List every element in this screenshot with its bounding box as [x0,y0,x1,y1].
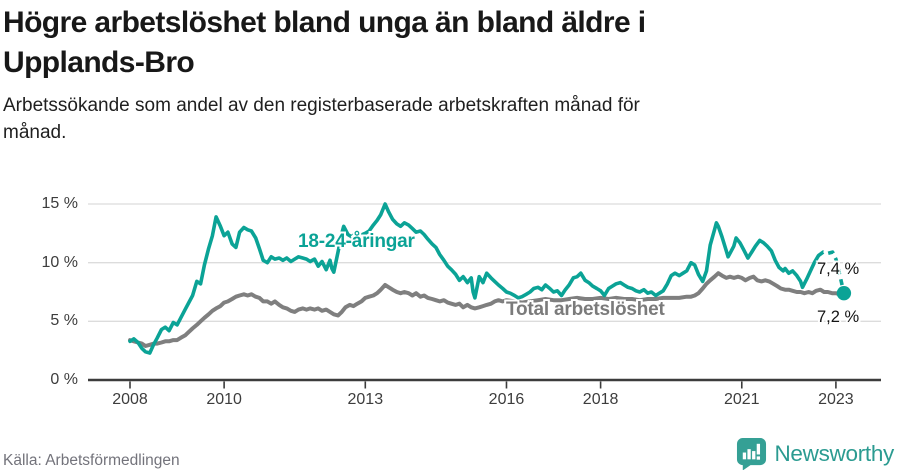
title-line-2: Upplands-Bro [3,46,195,79]
subtitle-line-1: Arbetssökande som andel av den registerb… [3,95,640,116]
newsworthy-wordmark: Newsworthy [774,440,894,466]
page-title: Högre arbetslöshet bland unga än bland ä… [3,3,823,83]
subtitle-line-2: månad. [3,122,67,143]
newsworthy-brand: Newsworthy [736,437,894,470]
series-line-youth [128,202,821,355]
series-line-youth-dashed [817,250,846,294]
source-credit: Källa: Arbetsförmedlingen [3,452,180,469]
newsworthy-logo-icon [737,438,767,470]
chart-subtitle: Arbetssökande som andel av den registerb… [3,92,803,146]
title-line-1: Högre arbetslöshet bland unga än bland ä… [3,6,646,39]
series-end-dot [836,285,852,301]
series-line-total [128,271,846,348]
